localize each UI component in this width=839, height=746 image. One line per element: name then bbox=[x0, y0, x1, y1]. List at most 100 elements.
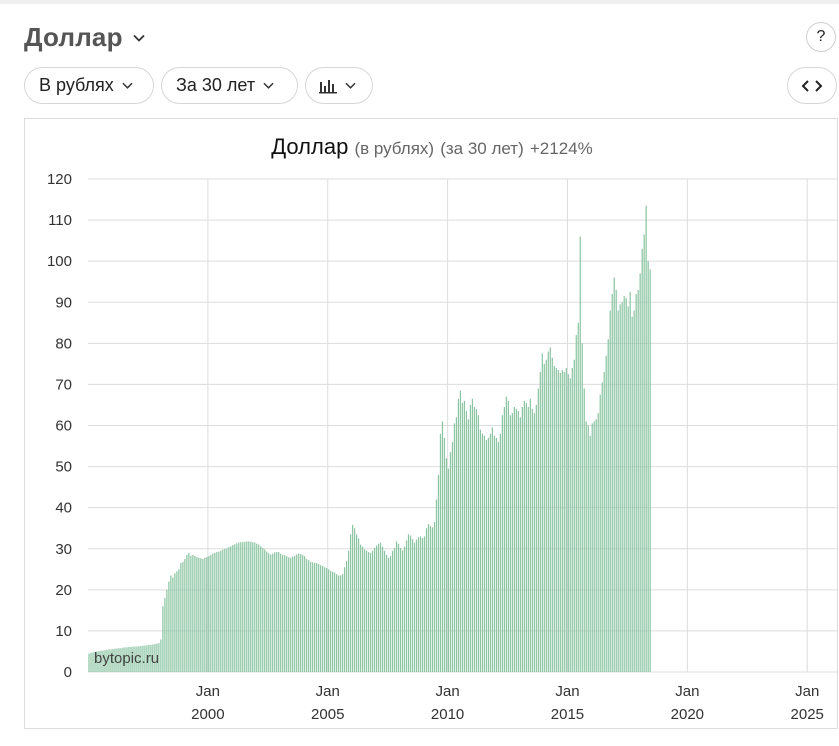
bar[interactable] bbox=[629, 291, 631, 672]
bar[interactable] bbox=[541, 353, 543, 672]
bar[interactable] bbox=[417, 537, 420, 672]
bar[interactable] bbox=[190, 555, 192, 672]
bar[interactable] bbox=[405, 540, 408, 672]
chart-type-dropdown[interactable] bbox=[305, 67, 373, 104]
bar[interactable] bbox=[641, 248, 643, 672]
bar[interactable] bbox=[156, 643, 158, 672]
bar[interactable] bbox=[254, 542, 256, 672]
bar[interactable] bbox=[439, 433, 442, 672]
bar[interactable] bbox=[587, 425, 589, 673]
bar[interactable] bbox=[172, 577, 174, 672]
bar[interactable] bbox=[266, 551, 268, 672]
bar[interactable] bbox=[591, 423, 593, 672]
bar[interactable] bbox=[212, 553, 214, 672]
bar[interactable] bbox=[469, 404, 472, 672]
title-dropdown[interactable]: Доллар bbox=[24, 22, 145, 53]
bar[interactable] bbox=[160, 639, 162, 672]
bar[interactable] bbox=[178, 569, 180, 672]
bar[interactable] bbox=[324, 567, 326, 672]
bar[interactable] bbox=[248, 541, 250, 672]
bar[interactable] bbox=[108, 649, 110, 672]
bar[interactable] bbox=[338, 575, 340, 672]
bar[interactable] bbox=[577, 322, 579, 672]
bar[interactable] bbox=[459, 390, 462, 672]
bar[interactable] bbox=[447, 468, 450, 672]
bar[interactable] bbox=[238, 542, 240, 672]
bar[interactable] bbox=[637, 289, 639, 672]
bar[interactable] bbox=[204, 557, 206, 672]
bar[interactable] bbox=[565, 367, 567, 672]
bar[interactable] bbox=[427, 524, 430, 672]
bar[interactable] bbox=[635, 294, 637, 672]
bar[interactable] bbox=[369, 552, 372, 672]
bar[interactable] bbox=[242, 542, 244, 672]
bar[interactable] bbox=[443, 437, 446, 672]
bar[interactable] bbox=[407, 534, 410, 672]
bar[interactable] bbox=[395, 541, 398, 672]
bar[interactable] bbox=[351, 524, 354, 672]
bar[interactable] bbox=[501, 415, 503, 672]
bar[interactable] bbox=[228, 547, 230, 672]
bar[interactable] bbox=[603, 372, 605, 672]
bar[interactable] bbox=[561, 370, 563, 672]
bar[interactable] bbox=[553, 365, 555, 672]
bar[interactable] bbox=[513, 407, 515, 672]
bar[interactable] bbox=[453, 423, 456, 672]
bar[interactable] bbox=[627, 306, 629, 672]
bar[interactable] bbox=[142, 645, 144, 672]
bar[interactable] bbox=[463, 400, 466, 672]
bar[interactable] bbox=[527, 407, 529, 672]
bar[interactable] bbox=[489, 433, 492, 672]
bar[interactable] bbox=[206, 556, 208, 672]
bar[interactable] bbox=[623, 296, 625, 672]
bar[interactable] bbox=[236, 543, 238, 672]
bar[interactable] bbox=[625, 298, 627, 672]
bar[interactable] bbox=[288, 557, 290, 672]
bar[interactable] bbox=[645, 205, 647, 672]
bar[interactable] bbox=[401, 550, 404, 672]
bar[interactable] bbox=[507, 400, 509, 672]
bar[interactable] bbox=[168, 581, 170, 672]
bar[interactable] bbox=[431, 527, 434, 672]
bar[interactable] bbox=[234, 544, 236, 672]
bar[interactable] bbox=[419, 536, 422, 672]
bar[interactable] bbox=[413, 542, 416, 672]
bar[interactable] bbox=[481, 433, 484, 672]
bar[interactable] bbox=[547, 351, 549, 672]
bar[interactable] bbox=[276, 552, 278, 672]
bar[interactable] bbox=[595, 419, 597, 672]
bar[interactable] bbox=[365, 550, 368, 672]
bar[interactable] bbox=[284, 555, 286, 672]
bar[interactable] bbox=[106, 649, 108, 672]
bar[interactable] bbox=[643, 234, 645, 672]
bar[interactable] bbox=[174, 573, 176, 672]
bar[interactable] bbox=[425, 528, 428, 672]
bar[interactable] bbox=[533, 413, 535, 672]
bar[interactable] bbox=[617, 310, 619, 672]
bar[interactable] bbox=[150, 644, 152, 672]
bar[interactable] bbox=[615, 289, 617, 672]
bar[interactable] bbox=[220, 550, 222, 672]
bar[interactable] bbox=[347, 550, 350, 672]
bar[interactable] bbox=[345, 561, 348, 672]
bar[interactable] bbox=[146, 645, 148, 672]
bar[interactable] bbox=[647, 261, 649, 672]
bar[interactable] bbox=[609, 310, 611, 672]
bar[interactable] bbox=[619, 304, 621, 672]
bar[interactable] bbox=[349, 534, 352, 672]
bar[interactable] bbox=[605, 355, 607, 672]
bar[interactable] bbox=[375, 545, 378, 672]
bar[interactable] bbox=[581, 343, 583, 672]
bar[interactable] bbox=[330, 570, 332, 672]
bar[interactable] bbox=[282, 554, 284, 672]
bar[interactable] bbox=[559, 372, 561, 672]
bar[interactable] bbox=[433, 522, 436, 672]
bar[interactable] bbox=[435, 499, 438, 672]
bar[interactable] bbox=[170, 575, 172, 672]
bar[interactable] bbox=[274, 552, 276, 672]
bar[interactable] bbox=[126, 647, 128, 672]
bar[interactable] bbox=[226, 548, 228, 672]
bar[interactable] bbox=[336, 574, 338, 672]
bar[interactable] bbox=[597, 413, 599, 672]
bar[interactable] bbox=[222, 549, 224, 672]
